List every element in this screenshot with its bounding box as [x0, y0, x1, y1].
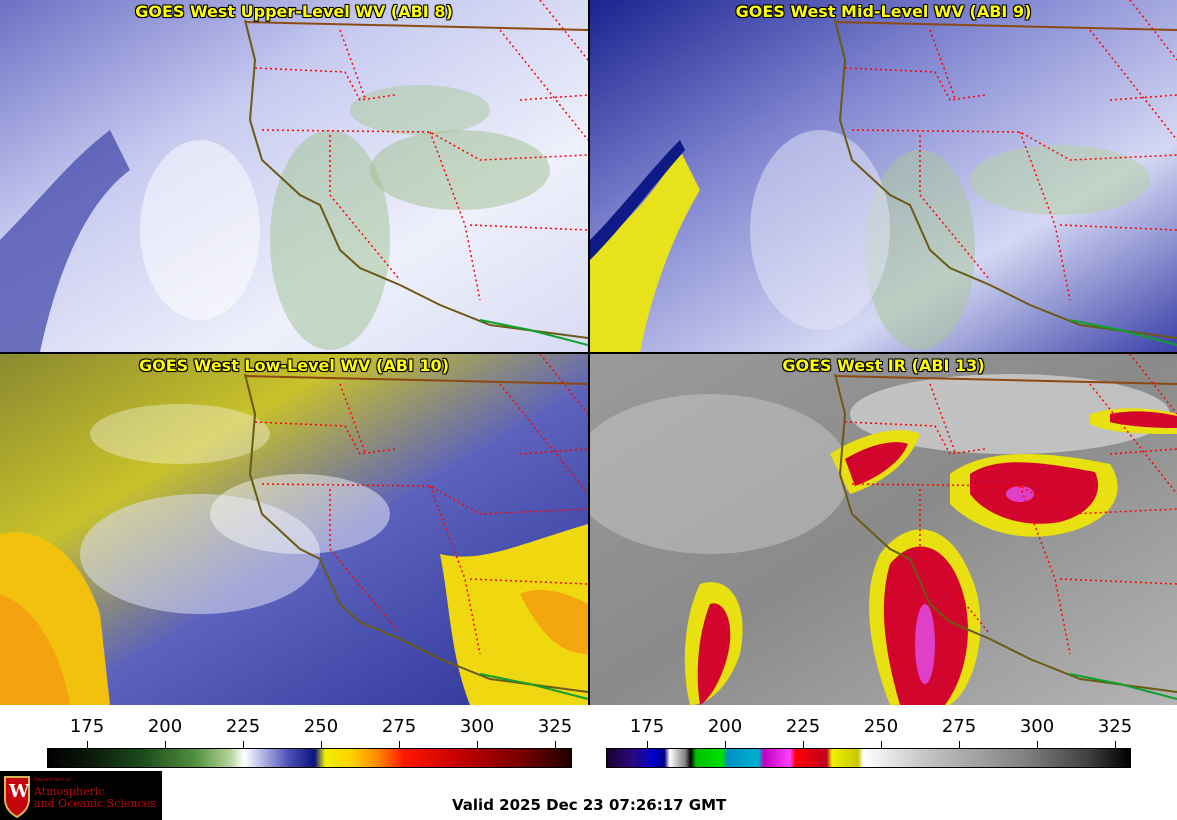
- ir-tick-label: 200: [707, 716, 743, 737]
- logo-dept: Department of: [34, 777, 71, 783]
- panel-title: GOES West Upper-Level WV (ABI 8): [135, 2, 453, 21]
- panel-ir: GOES West IR (ABI 13): [590, 354, 1177, 705]
- uw-crest-icon: [4, 776, 30, 819]
- wv-tick-label: 200: [147, 716, 183, 737]
- panel-low-level-wv: GOES West Low-Level WV (ABI 10): [0, 354, 588, 705]
- logo-line2: and Oceanic Sciences: [34, 797, 156, 810]
- ir-tick-label: 225: [785, 716, 821, 737]
- satellite-image-mid: [590, 0, 1177, 352]
- wv-tick-label: 175: [69, 716, 105, 737]
- panel-upper-level-wv: GOES West Upper-Level WV (ABI 8): [0, 0, 588, 352]
- ir-colorbar-labels: 175 200 225 250 275 300 325: [590, 716, 1177, 740]
- ir-tick-label: 250: [863, 716, 899, 737]
- satellite-image-ir: [590, 354, 1177, 705]
- logo-text: Atmospheric and Oceanic Sciences: [34, 786, 156, 810]
- logo-line1: Atmospheric: [34, 785, 105, 798]
- wv-colorbar-labels: 175 200 225 250 275 300 325: [0, 716, 588, 740]
- satellite-image-low: [0, 354, 588, 705]
- ir-tick-label: 275: [941, 716, 977, 737]
- ir-tick-label: 325: [1097, 716, 1133, 737]
- valid-time: Valid 2025 Dec 23 07:26:17 GMT: [452, 796, 727, 814]
- ir-colorbar: [606, 748, 1131, 768]
- panel-title: GOES West Low-Level WV (ABI 10): [138, 356, 449, 375]
- panel-divider-horizontal: [0, 352, 1177, 354]
- uw-aos-logo: W Department of Atmospheric and Oceanic …: [0, 771, 162, 820]
- wv-colorbar-ticks: [0, 741, 588, 749]
- wv-colorbar: [47, 748, 572, 768]
- ir-tick-label: 175: [629, 716, 665, 737]
- panel-title: GOES West IR (ABI 13): [782, 356, 985, 375]
- panel-title: GOES West Mid-Level WV (ABI 9): [735, 2, 1032, 21]
- wv-tick-label: 300: [459, 716, 495, 737]
- ir-colorbar-ticks: [590, 741, 1177, 749]
- wv-tick-label: 325: [537, 716, 573, 737]
- wv-tick-label: 250: [303, 716, 339, 737]
- panel-mid-level-wv: GOES West Mid-Level WV (ABI 9): [590, 0, 1177, 352]
- wv-tick-label: 225: [225, 716, 261, 737]
- satellite-image-upper: [0, 0, 588, 352]
- wv-tick-label: 275: [381, 716, 417, 737]
- uw-crest-letter: W: [9, 781, 30, 802]
- ir-tick-label: 300: [1019, 716, 1055, 737]
